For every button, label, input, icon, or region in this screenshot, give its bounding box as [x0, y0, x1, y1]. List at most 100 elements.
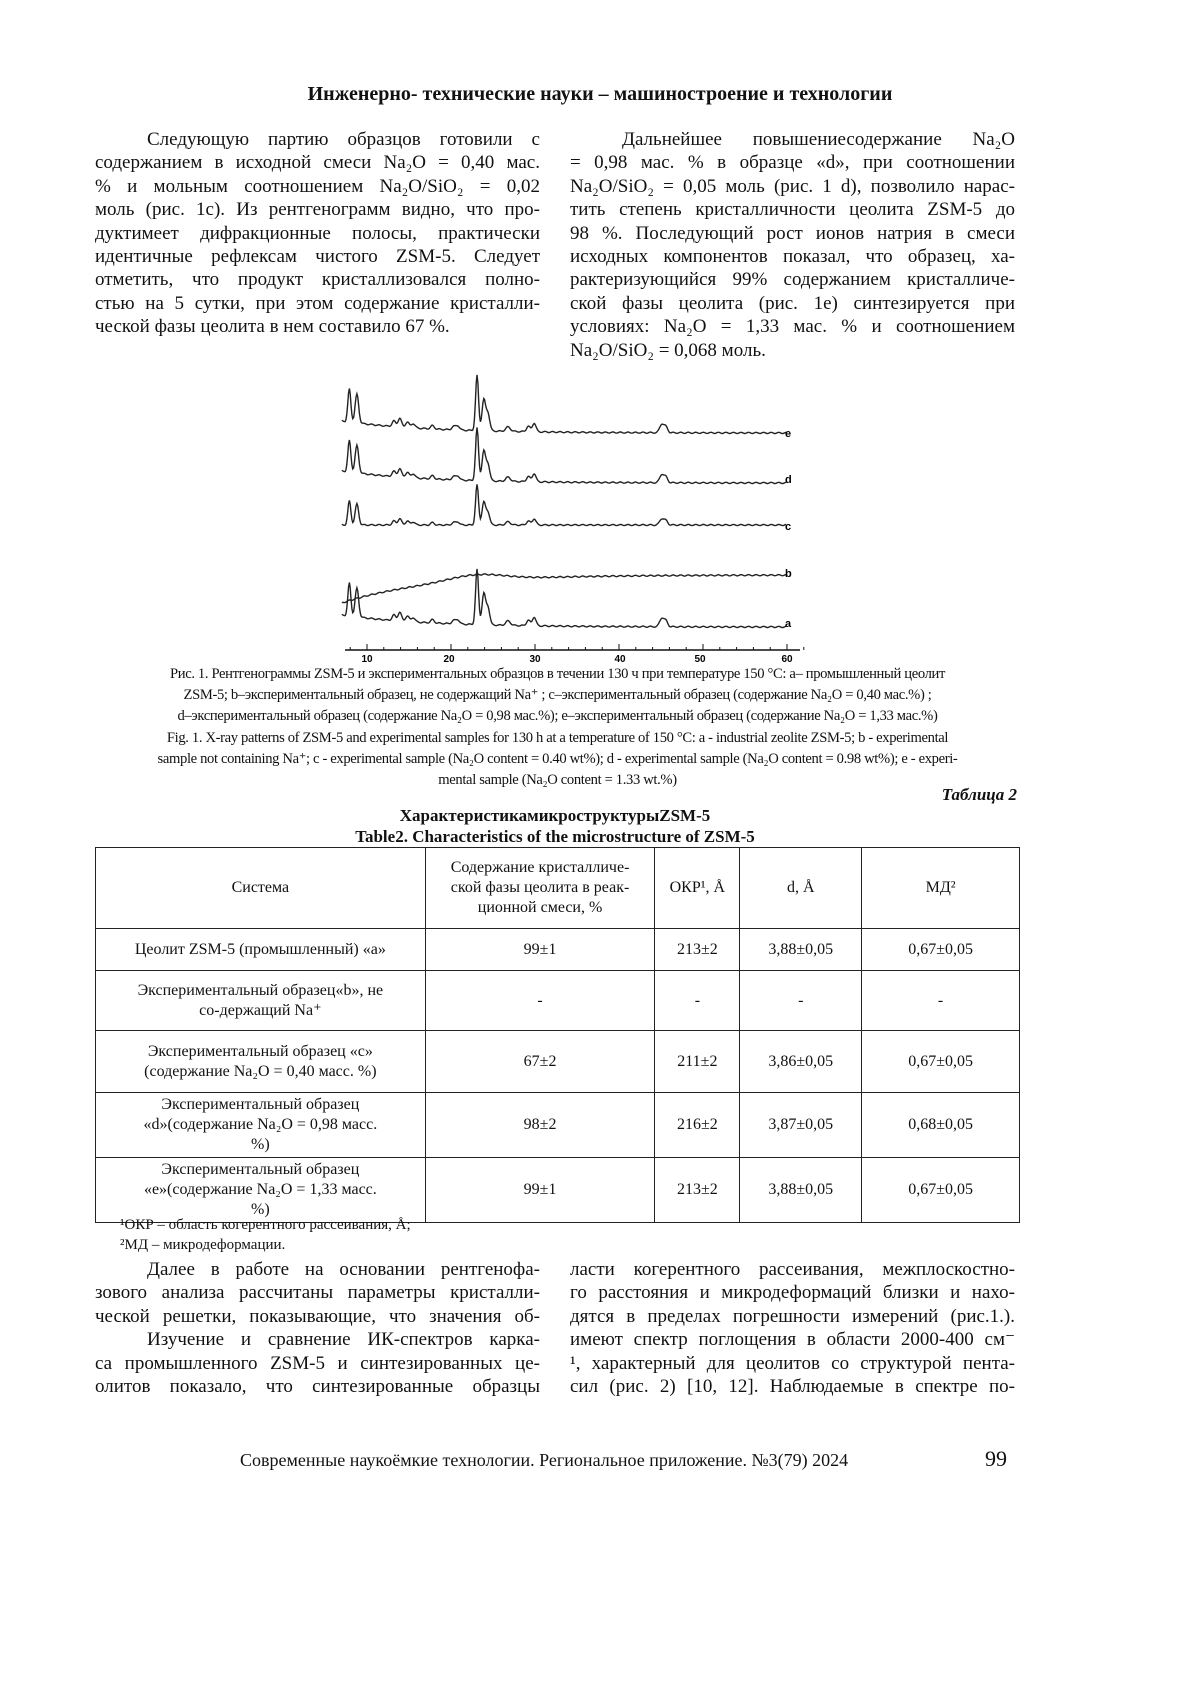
bottom-right-column: ласти когерентного рассеивания, межплоск… [570, 1258, 1015, 1398]
x-tick-label: 60 [781, 654, 793, 665]
caption-line: Рис. 1. Рентгенограммы ZSM-5 и экспериме… [169, 666, 945, 682]
trace-a [341, 568, 787, 629]
cell: 99±1 [424, 1157, 656, 1223]
text-line: дуктимеет дифракционные полосы, практиче… [95, 222, 540, 244]
cell: Экспериментальный образец«b», не со-держ… [95, 970, 426, 1031]
cell: Экспериментальный образец «е»(содержание… [95, 1157, 426, 1223]
cell: 99±1 [424, 928, 656, 971]
text-line: % и мольным соотношением Na₂O/SiO₂ = 0,0… [95, 175, 540, 197]
text-line: рактеризующийся 99% содержанием кристалл… [570, 269, 1015, 291]
bottom-left-column: Далее в работе на основании рентгенофа- … [95, 1258, 540, 1398]
text-line: Na₂O/SiO₂ = 0,068 моль. [570, 339, 766, 361]
x-tick-label: 50 [694, 654, 706, 665]
text-line: Изучение и сравнение ИК-спектров карка- [147, 1329, 540, 1351]
cell: 67±2 [424, 1030, 656, 1093]
text-line: ческой решетки, показывающие, что значен… [95, 1305, 540, 1327]
caption-line: sample not containing Na⁺; c - experimen… [157, 750, 958, 767]
curve-label-a: a [785, 618, 792, 630]
cell: Экспериментальный образец «d»(содержание… [95, 1092, 426, 1158]
top-left-column: Следующую партию образцов готовили с сод… [95, 128, 540, 339]
text-line: имеют спектр поглощения в области 2000-4… [570, 1329, 1015, 1351]
cell: 3,88±0,05 [739, 928, 863, 971]
table-row: Экспериментальный образец «d»(содержание… [95, 1092, 1020, 1158]
cell: 213±2 [654, 1157, 741, 1223]
caption-line: Fig. 1. X-ray patterns of ZSM-5 and expe… [166, 729, 949, 746]
xrd-figure: e d c b a 10 20 30 40 50 60 [341, 374, 805, 665]
footnote: ²МД – микродеформации. [120, 1237, 286, 1253]
text-line: дятся в пределах погрешности измерений (… [570, 1305, 1015, 1327]
x-tick-label: 30 [529, 654, 541, 665]
text-line: ласти когерентного рассеивания, межплоск… [570, 1259, 1015, 1280]
text-line: моль (рис. 1с). Из рентгенограмм видно, … [95, 199, 540, 221]
text-line: ческой фазы цеолита в нем составило 67 %… [95, 316, 450, 338]
cell: 0,67±0,05 [861, 1157, 1020, 1223]
text-line: Na₂O/SiO₂ = 0,05 моль (рис. 1 d), позвол… [570, 175, 1015, 197]
top-right-column: Дальнейшее повышениесодержание Na₂O = 0,… [570, 128, 1015, 362]
cell: 0,67±0,05 [861, 1030, 1020, 1093]
microstructure-table: Система Содержание кристалличе-ской фазы… [95, 847, 1020, 1223]
table-header-row: Система Содержание кристалличе-ской фазы… [95, 847, 1020, 929]
cell: 98±2 [424, 1092, 656, 1158]
running-header: Инженерно- технические науки – машиностр… [307, 83, 893, 105]
caption-line: ZSM-5; b–экспериментальный образец, не с… [183, 687, 932, 704]
caption-line: d–экспериментальный образец (содержание … [177, 708, 938, 725]
table-row: Экспериментальный образец «е»(содержание… [95, 1157, 1020, 1223]
cell: 211±2 [654, 1030, 741, 1093]
header-cell: Система [95, 847, 426, 929]
cell: - [861, 970, 1020, 1031]
header-cell: МД² [861, 847, 1020, 929]
text-line: Далее в работе на основании рентгенофа- [147, 1259, 540, 1280]
text-line: тить степень кристалличности цеолита ZSM… [570, 199, 1015, 221]
cell: Экспериментальный образец «с» (содержани… [95, 1030, 426, 1093]
cell: Цеолит ZSM-5 (промышленный) «а» [95, 928, 426, 971]
caption-line: mental sample (Na₂O content = 1.33 wt.%) [438, 772, 677, 789]
text-line: 98 %. Последующий рост ионов натрия в см… [570, 222, 1015, 244]
text-line: условиях: Na₂O = 1,33 мас. % и соотношен… [570, 316, 1015, 338]
table-title-ru: ХарактеристикамикроструктурыZSM-5 [399, 806, 711, 825]
cell: 3,86±0,05 [739, 1030, 863, 1093]
cell: - [739, 970, 863, 1031]
text-line: Следующую партию образцов готовили с [147, 129, 540, 150]
journal-footer: Современные наукоёмкие технологии. Регио… [240, 1450, 849, 1470]
curve-label-c: c [785, 521, 791, 533]
cell: 3,88±0,05 [739, 1157, 863, 1223]
text-line: ской фазы цеолита (рис. 1е) синтезируетс… [570, 292, 1015, 314]
text-line: го расстояния и микродеформаций близки и… [570, 1282, 1015, 1304]
cell: - [654, 970, 741, 1031]
trace-d [341, 427, 787, 485]
table-title: ХарактеристикамикроструктурыZSM-5 Table2… [0, 805, 1110, 847]
curve-label-e: e [785, 428, 791, 440]
trace-e [341, 374, 787, 435]
table-row: Экспериментальный образец«b», не со-держ… [95, 970, 1020, 1031]
trace-c [341, 484, 787, 527]
text-line: олитов показало, что синтезированные обр… [95, 1375, 540, 1397]
cell: 0,68±0,05 [861, 1092, 1020, 1158]
text-line: идентичные рефлексам чистого ZSM-5. След… [95, 245, 540, 267]
text-line: сил (рис. 2) [10, 12]. Наблюдаемые в спе… [570, 1375, 1015, 1397]
table-title-en: Table2. Characteristics of the microstru… [355, 827, 755, 846]
table-footnotes: ¹ОКР – область когерентного рассеивания,… [120, 1215, 411, 1255]
cell: 216±2 [654, 1092, 741, 1158]
trace-b [341, 573, 787, 604]
text-line: са промышленного ZSM-5 и синтезированных… [95, 1352, 540, 1374]
table-label: Таблица 2 [941, 785, 1017, 804]
table-row: Цеолит ZSM-5 (промышленный) «а» 99±1 213±2… [95, 928, 1020, 971]
table-row: Экспериментальный образец «с» (содержани… [95, 1030, 1020, 1093]
curve-label-d: d [785, 474, 792, 486]
text-line: зового анализа рассчитаны параметры крис… [95, 1282, 540, 1304]
figure-caption: Рис. 1. Рентгенограммы ZSM-5 и экспериме… [95, 664, 1020, 791]
page-number: 99 [985, 1446, 1007, 1471]
text-line: стью на 5 сутки, при этом содержание кри… [95, 292, 540, 314]
cell: 0,67±0,05 [861, 928, 1020, 971]
cell: - [424, 970, 656, 1031]
x-tick-label: 10 [361, 654, 373, 665]
text-line: отметить, что продукт кристаллизовался п… [95, 269, 540, 291]
cell: 3,87±0,05 [739, 1092, 863, 1158]
cell: 213±2 [654, 928, 741, 971]
x-tick-label: 40 [614, 654, 626, 665]
header-cell: Содержание кристалличе-ской фазы цеолита… [424, 847, 656, 929]
text-line: исходных компонентов показал, что образе… [570, 245, 1015, 267]
footnote: ¹ОКР – область когерентного рассеивания,… [120, 1217, 411, 1233]
text-line: содержанием в исходной смеси Na₂O = 0,40… [95, 152, 540, 174]
x-tick-label: 20 [443, 654, 455, 665]
